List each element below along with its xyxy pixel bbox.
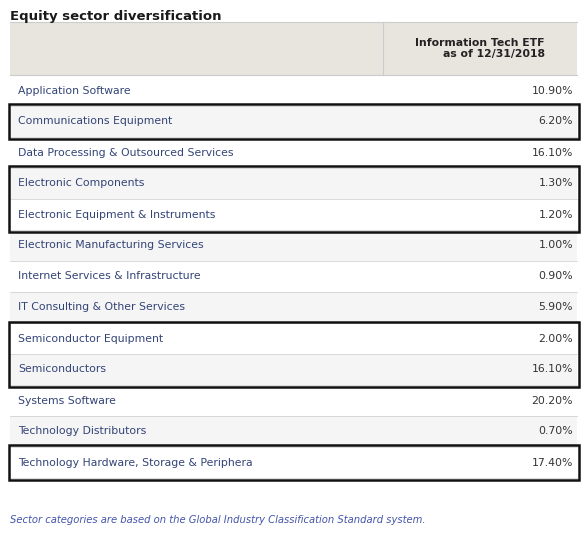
Bar	[8, 105, 579, 139]
Text: 1.30%: 1.30%	[538, 178, 573, 188]
Text: Semiconductor Equipment: Semiconductor Equipment	[18, 333, 163, 344]
Bar	[10, 385, 577, 416]
Bar	[8, 166, 579, 231]
Text: 1.20%: 1.20%	[538, 209, 573, 220]
Bar	[10, 416, 577, 447]
Text: 6.20%: 6.20%	[538, 117, 573, 127]
Text: Information Tech ETF
as of 12/31/2018: Information Tech ETF as of 12/31/2018	[416, 38, 545, 59]
Text: Technology Distributors: Technology Distributors	[18, 426, 146, 437]
Text: 0.90%: 0.90%	[538, 272, 573, 281]
Text: Electronic Components: Electronic Components	[18, 178, 144, 188]
Text: 20.20%: 20.20%	[531, 395, 573, 405]
Text: Application Software: Application Software	[18, 85, 131, 96]
Bar	[10, 137, 577, 168]
Text: Data Processing & Outsourced Services: Data Processing & Outsourced Services	[18, 148, 234, 157]
Text: 2.00%: 2.00%	[538, 333, 573, 344]
Text: Communications Equipment: Communications Equipment	[18, 117, 172, 127]
Bar	[10, 292, 577, 323]
Bar	[10, 261, 577, 292]
Text: 0.70%: 0.70%	[538, 426, 573, 437]
Text: Sector categories are based on the Global Industry Classification Standard syste: Sector categories are based on the Globa…	[10, 515, 426, 525]
Text: Electronic Equipment & Instruments: Electronic Equipment & Instruments	[18, 209, 215, 220]
Text: Technology Hardware, Storage & Periphera: Technology Hardware, Storage & Periphera	[18, 458, 252, 468]
Text: 17.40%: 17.40%	[532, 458, 573, 468]
Text: 5.90%: 5.90%	[538, 302, 573, 313]
Bar	[10, 199, 577, 230]
Bar	[10, 75, 577, 106]
Text: 10.90%: 10.90%	[531, 85, 573, 96]
Bar	[10, 323, 577, 354]
Bar	[10, 354, 577, 385]
Text: Internet Services & Infrastructure: Internet Services & Infrastructure	[18, 272, 201, 281]
Text: IT Consulting & Other Services: IT Consulting & Other Services	[18, 302, 185, 313]
Bar	[8, 322, 579, 387]
Text: 1.00%: 1.00%	[538, 241, 573, 250]
Text: Electronic Manufacturing Services: Electronic Manufacturing Services	[18, 241, 204, 250]
Bar	[10, 22, 577, 75]
Bar	[10, 106, 577, 137]
Bar	[10, 447, 577, 478]
Text: 16.10%: 16.10%	[532, 148, 573, 157]
Text: Semiconductors: Semiconductors	[18, 365, 106, 374]
Bar	[10, 168, 577, 199]
Text: Systems Software: Systems Software	[18, 395, 116, 405]
Bar	[10, 230, 577, 261]
Bar	[8, 446, 579, 480]
Text: 16.10%: 16.10%	[532, 365, 573, 374]
Text: Equity sector diversification: Equity sector diversification	[10, 10, 221, 23]
